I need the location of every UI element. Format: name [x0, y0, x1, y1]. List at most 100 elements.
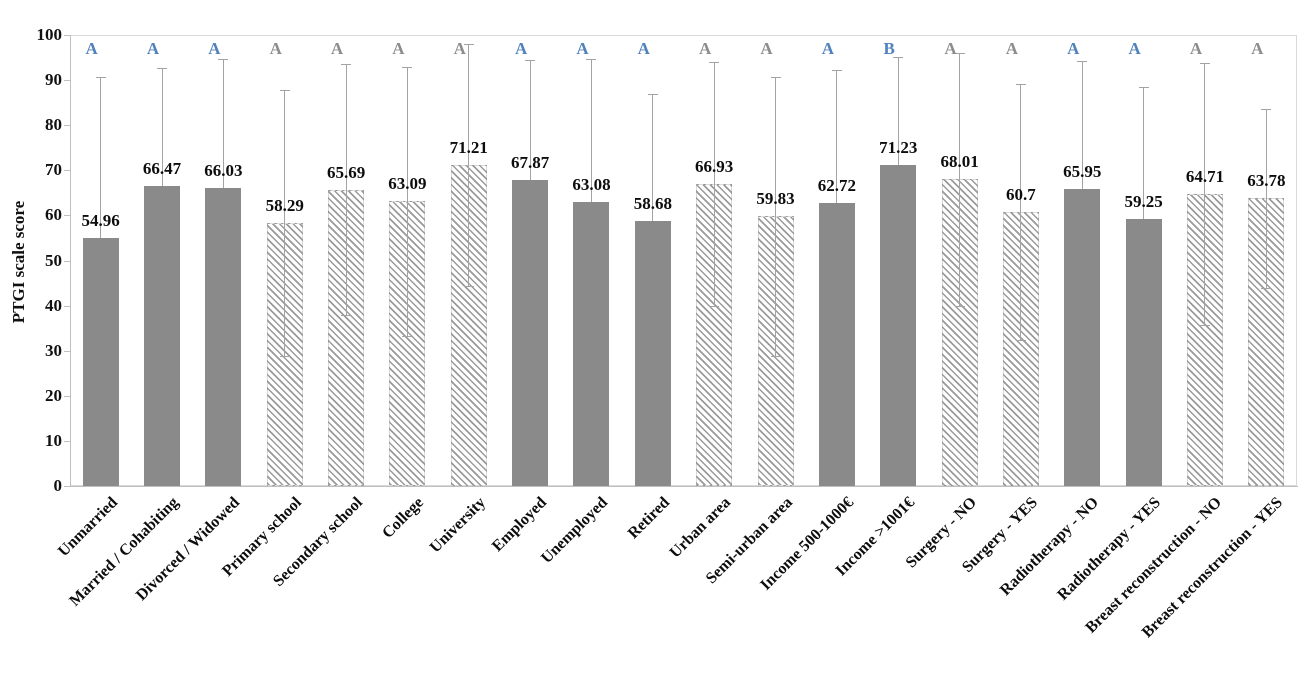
- error-bar-top-cap: [218, 59, 229, 61]
- error-bar-top-cap: [1077, 61, 1088, 63]
- significance-letter-divorced-widowed: A: [208, 39, 221, 58]
- significance-letter-retired: A: [637, 39, 650, 58]
- error-bar-employed: [529, 60, 531, 180]
- value-label-unemployed: 63.08: [572, 174, 611, 194]
- error-bar-radiotherapy-no: [1081, 61, 1083, 189]
- value-label-university: 71.21: [449, 137, 488, 157]
- y-tick-mark: [64, 80, 70, 82]
- y-tick-label: 10: [45, 430, 62, 450]
- error-bar-bottom-cap: [1199, 324, 1210, 326]
- bar-married-cohabiting: [144, 186, 181, 486]
- y-tick-label: 90: [45, 70, 62, 90]
- value-label-college: 63.09: [388, 174, 427, 194]
- bar-income-500-1000: [818, 203, 855, 486]
- value-label-secondary-school: 65.69: [326, 162, 366, 182]
- significance-letter-employed: A: [514, 39, 528, 58]
- y-tick-mark: [64, 215, 70, 217]
- error-bar-top-cap: [893, 56, 904, 58]
- error-bar-top-cap: [95, 76, 106, 78]
- error-bar-top-cap: [157, 68, 168, 70]
- value-label-urban-area: 66.93: [695, 157, 734, 177]
- x-axis-line: [69, 486, 1298, 487]
- y-tick-label: 0: [53, 476, 63, 495]
- significance-letter-college: A: [392, 39, 405, 58]
- error-bar-breast-reconstruction-no: [1204, 63, 1206, 325]
- error-bar-radiotherapy-yes: [1143, 87, 1145, 219]
- y-tick-label: 70: [45, 160, 62, 180]
- plot-area: [70, 35, 1297, 486]
- error-bar-top-cap: [647, 94, 658, 96]
- error-bar-unmarried: [100, 76, 102, 239]
- y-tick-mark: [64, 35, 70, 36]
- error-bar-top-cap: [463, 43, 474, 45]
- error-bar-top-cap: [1261, 109, 1272, 111]
- error-bar-top-cap: [831, 70, 842, 72]
- y-tick-mark: [64, 125, 70, 127]
- significance-letter-unmarried: A: [85, 39, 98, 58]
- error-bar-income-500-1000: [836, 70, 838, 204]
- y-tick-label: 60: [45, 205, 62, 225]
- y-tick-label: 100: [36, 25, 63, 44]
- value-label-unmarried: 54.96: [81, 211, 120, 231]
- significance-letter-surgery-no: A: [944, 39, 957, 58]
- significance-letter-secondary-school: A: [330, 39, 344, 58]
- value-label-divorced-widowed: 66.03: [204, 161, 243, 181]
- error-bar-bottom-cap: [1015, 340, 1026, 342]
- error-bar-primary-school: [284, 90, 286, 357]
- value-label-surgery-yes: 60.7: [1006, 185, 1036, 205]
- error-bar-bottom-cap: [402, 336, 413, 338]
- error-bar-retired: [652, 94, 654, 222]
- value-label-radiotherapy-yes: 59.25: [1124, 191, 1163, 211]
- error-bar-top-cap: [1015, 84, 1026, 86]
- value-label-primary-school: 58.29: [265, 196, 304, 216]
- error-bar-university: [468, 43, 470, 287]
- value-label-semi-urban-area: 59.83: [756, 189, 795, 209]
- error-bar-income-1001: [897, 56, 899, 165]
- value-label-employed: 67.87: [511, 152, 550, 172]
- significance-letter-university: A: [453, 39, 466, 58]
- error-bar-top-cap: [341, 64, 352, 66]
- significance-letter-income-1001: B: [883, 39, 895, 58]
- y-tick-mark: [64, 440, 70, 442]
- bar-income-1001: [880, 164, 917, 486]
- bar-unemployed: [573, 201, 610, 486]
- error-bar-top-cap: [279, 90, 290, 92]
- value-label-income-1001: 71.23: [879, 137, 918, 157]
- error-bar-surgery-yes: [1020, 84, 1022, 341]
- significance-letter-surgery-yes: A: [1005, 39, 1019, 58]
- error-bar-semi-urban-area: [775, 76, 777, 356]
- error-bar-top-cap: [1138, 87, 1149, 89]
- error-bar-bottom-cap: [341, 315, 352, 317]
- y-tick-label: 80: [45, 115, 62, 135]
- significance-letter-income-500-1000: A: [821, 39, 835, 58]
- value-label-surgery-no: 68.01: [940, 152, 979, 172]
- error-bar-top-cap: [709, 62, 720, 64]
- error-bar-top-cap: [586, 59, 597, 61]
- significance-letter-radiotherapy-no: A: [1067, 39, 1080, 58]
- y-tick-label: 30: [45, 340, 62, 360]
- error-bar-top-cap: [1199, 63, 1210, 65]
- significance-letter-primary-school: A: [269, 39, 282, 58]
- error-bar-secondary-school: [345, 64, 347, 316]
- bar-unmarried: [82, 238, 119, 486]
- significance-letter-married-cohabiting: A: [146, 39, 160, 58]
- bar-employed: [512, 179, 549, 486]
- significance-letter-urban-area: A: [699, 39, 712, 58]
- error-bar-bottom-cap: [709, 305, 720, 307]
- value-label-radiotherapy-no: 65.95: [1063, 161, 1102, 181]
- error-bar-top-cap: [954, 52, 965, 54]
- significance-letter-radiotherapy-yes: A: [1128, 39, 1141, 58]
- y-tick-mark: [64, 305, 70, 307]
- y-tick-mark: [64, 170, 70, 172]
- y-tick-label: 50: [45, 250, 62, 270]
- value-label-breast-reconstruction-no: 64.71: [1185, 167, 1225, 187]
- error-bar-bottom-cap: [279, 356, 290, 358]
- y-tick-mark: [64, 260, 70, 262]
- error-bar-top-cap: [770, 76, 781, 78]
- error-bar-married-cohabiting: [161, 68, 163, 187]
- significance-letter-breast-reconstruction-yes: A: [1251, 39, 1264, 58]
- error-bar-bottom-cap: [463, 286, 474, 288]
- bar-radiotherapy-yes: [1125, 218, 1162, 486]
- y-tick-label: 40: [45, 295, 62, 315]
